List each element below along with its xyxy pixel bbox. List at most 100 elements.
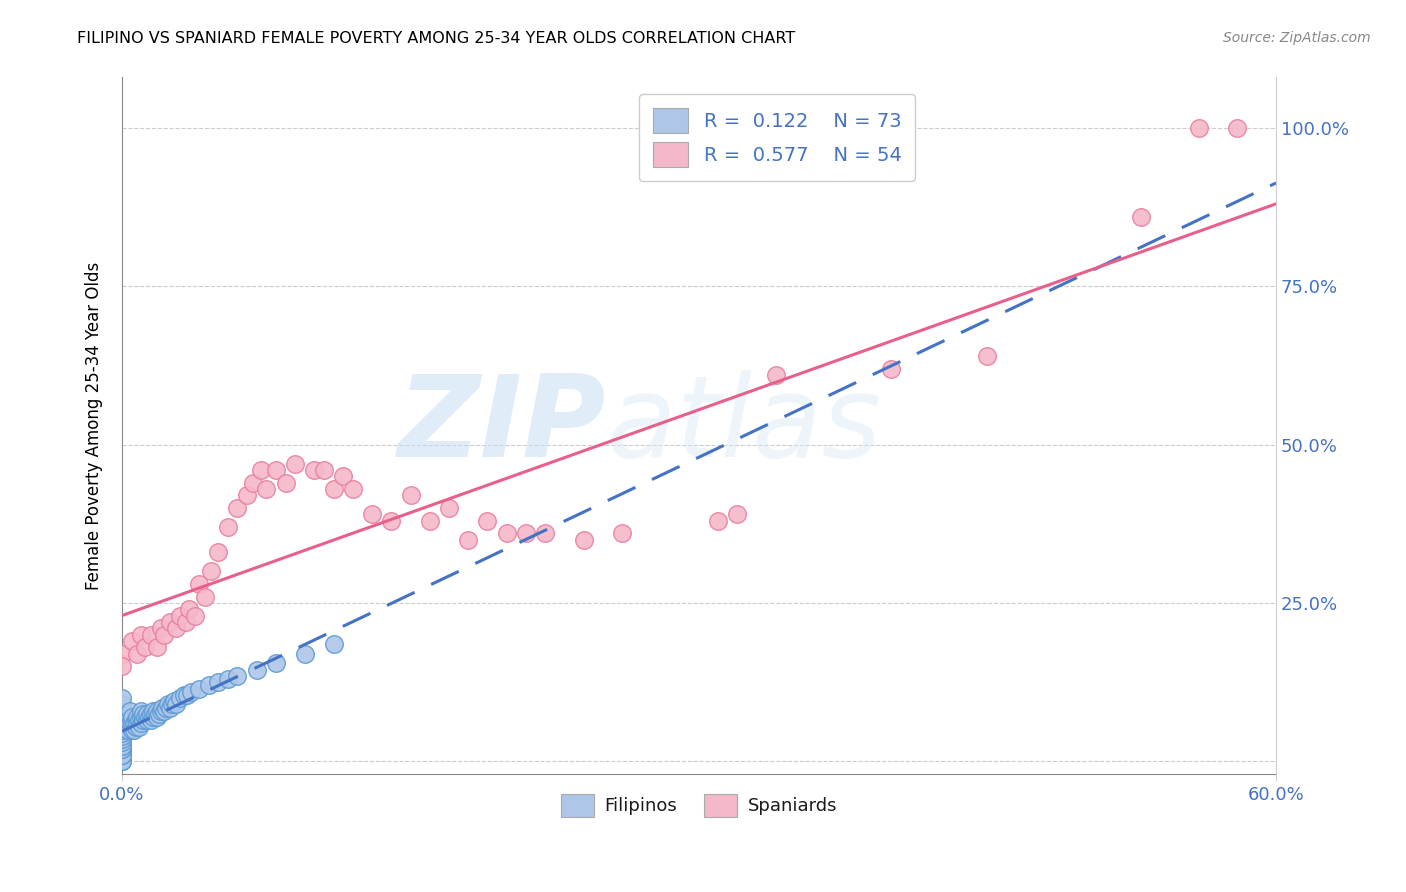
Point (332, 469, 354, 483)
Legend: Filipinos, Spaniards: Filipinos, Spaniards (554, 787, 844, 824)
Point (457, 533, 479, 547)
Text: FILIPINO VS SPANIARD FEMALE POVERTY AMONG 25-34 YEAR OLDS CORRELATION CHART: FILIPINO VS SPANIARD FEMALE POVERTY AMON… (77, 31, 796, 46)
Point (134, 710, 156, 724)
Point (200, 565, 222, 579)
Point (111, 726, 134, 740)
Point (111, 691, 134, 706)
Text: ZIP: ZIP (398, 370, 607, 482)
Point (111, 748, 134, 763)
Point (122, 716, 145, 731)
Point (610, 526, 633, 541)
Point (159, 615, 181, 629)
Point (184, 608, 207, 623)
Point (399, 488, 422, 502)
Point (134, 640, 156, 655)
Point (179, 602, 201, 616)
Point (254, 482, 277, 496)
Point (124, 714, 146, 728)
Point (132, 714, 155, 728)
Point (437, 501, 460, 516)
Point (139, 714, 162, 728)
Point (111, 704, 134, 718)
Point (477, 514, 499, 528)
Point (264, 657, 287, 671)
Point (145, 704, 167, 718)
Point (380, 514, 402, 528)
Point (139, 628, 162, 642)
Point (176, 688, 198, 702)
Point (136, 706, 159, 721)
Point (129, 704, 152, 718)
Point (152, 700, 174, 714)
Point (169, 608, 191, 623)
Point (174, 615, 197, 629)
Point (207, 675, 229, 690)
Point (226, 669, 249, 683)
Point (122, 723, 145, 737)
Text: atlas: atlas (607, 370, 882, 482)
Point (153, 628, 176, 642)
Point (361, 508, 384, 522)
Point (495, 526, 517, 541)
Point (111, 748, 134, 763)
Point (111, 698, 134, 712)
Point (111, 741, 134, 756)
Point (322, 482, 344, 496)
Point (145, 710, 167, 724)
Point (127, 710, 149, 724)
Point (342, 482, 364, 496)
Point (148, 706, 170, 721)
Point (118, 716, 141, 731)
Point (217, 672, 239, 686)
Point (127, 716, 149, 731)
Point (143, 706, 166, 721)
Point (188, 577, 211, 591)
Point (139, 706, 162, 721)
Point (121, 716, 143, 731)
Point (322, 637, 344, 651)
Point (163, 694, 186, 708)
Point (246, 663, 269, 677)
Point (765, 368, 787, 383)
Point (153, 704, 176, 718)
Text: Source: ZipAtlas.com: Source: ZipAtlas.com (1223, 31, 1371, 45)
Point (294, 647, 316, 661)
Point (1226, 121, 1249, 136)
Point (124, 720, 146, 734)
Point (111, 739, 134, 753)
Point (304, 463, 326, 477)
Point (121, 723, 143, 737)
Point (111, 720, 134, 734)
Point (727, 508, 749, 522)
Point (160, 698, 183, 712)
Point (264, 463, 287, 477)
Point (534, 526, 557, 541)
Point (111, 755, 134, 769)
Point (194, 590, 217, 604)
Point (226, 501, 249, 516)
Point (165, 622, 187, 636)
Point (197, 678, 219, 692)
Point (128, 714, 150, 728)
Point (180, 685, 202, 699)
Point (118, 704, 141, 718)
Point (111, 741, 134, 756)
Point (145, 640, 167, 655)
Point (142, 710, 165, 724)
Point (515, 526, 537, 541)
Point (236, 488, 259, 502)
Point (121, 710, 143, 724)
Point (976, 349, 998, 363)
Point (127, 647, 149, 661)
Point (111, 755, 134, 769)
Point (121, 634, 143, 648)
Point (169, 691, 191, 706)
Point (312, 463, 335, 477)
Point (111, 755, 134, 769)
Point (155, 700, 177, 714)
Point (129, 710, 152, 724)
Y-axis label: Female Poverty Among 25-34 Year Olds: Female Poverty Among 25-34 Year Olds (86, 261, 103, 590)
Point (132, 706, 155, 721)
Point (111, 723, 134, 737)
Point (1130, 210, 1153, 224)
